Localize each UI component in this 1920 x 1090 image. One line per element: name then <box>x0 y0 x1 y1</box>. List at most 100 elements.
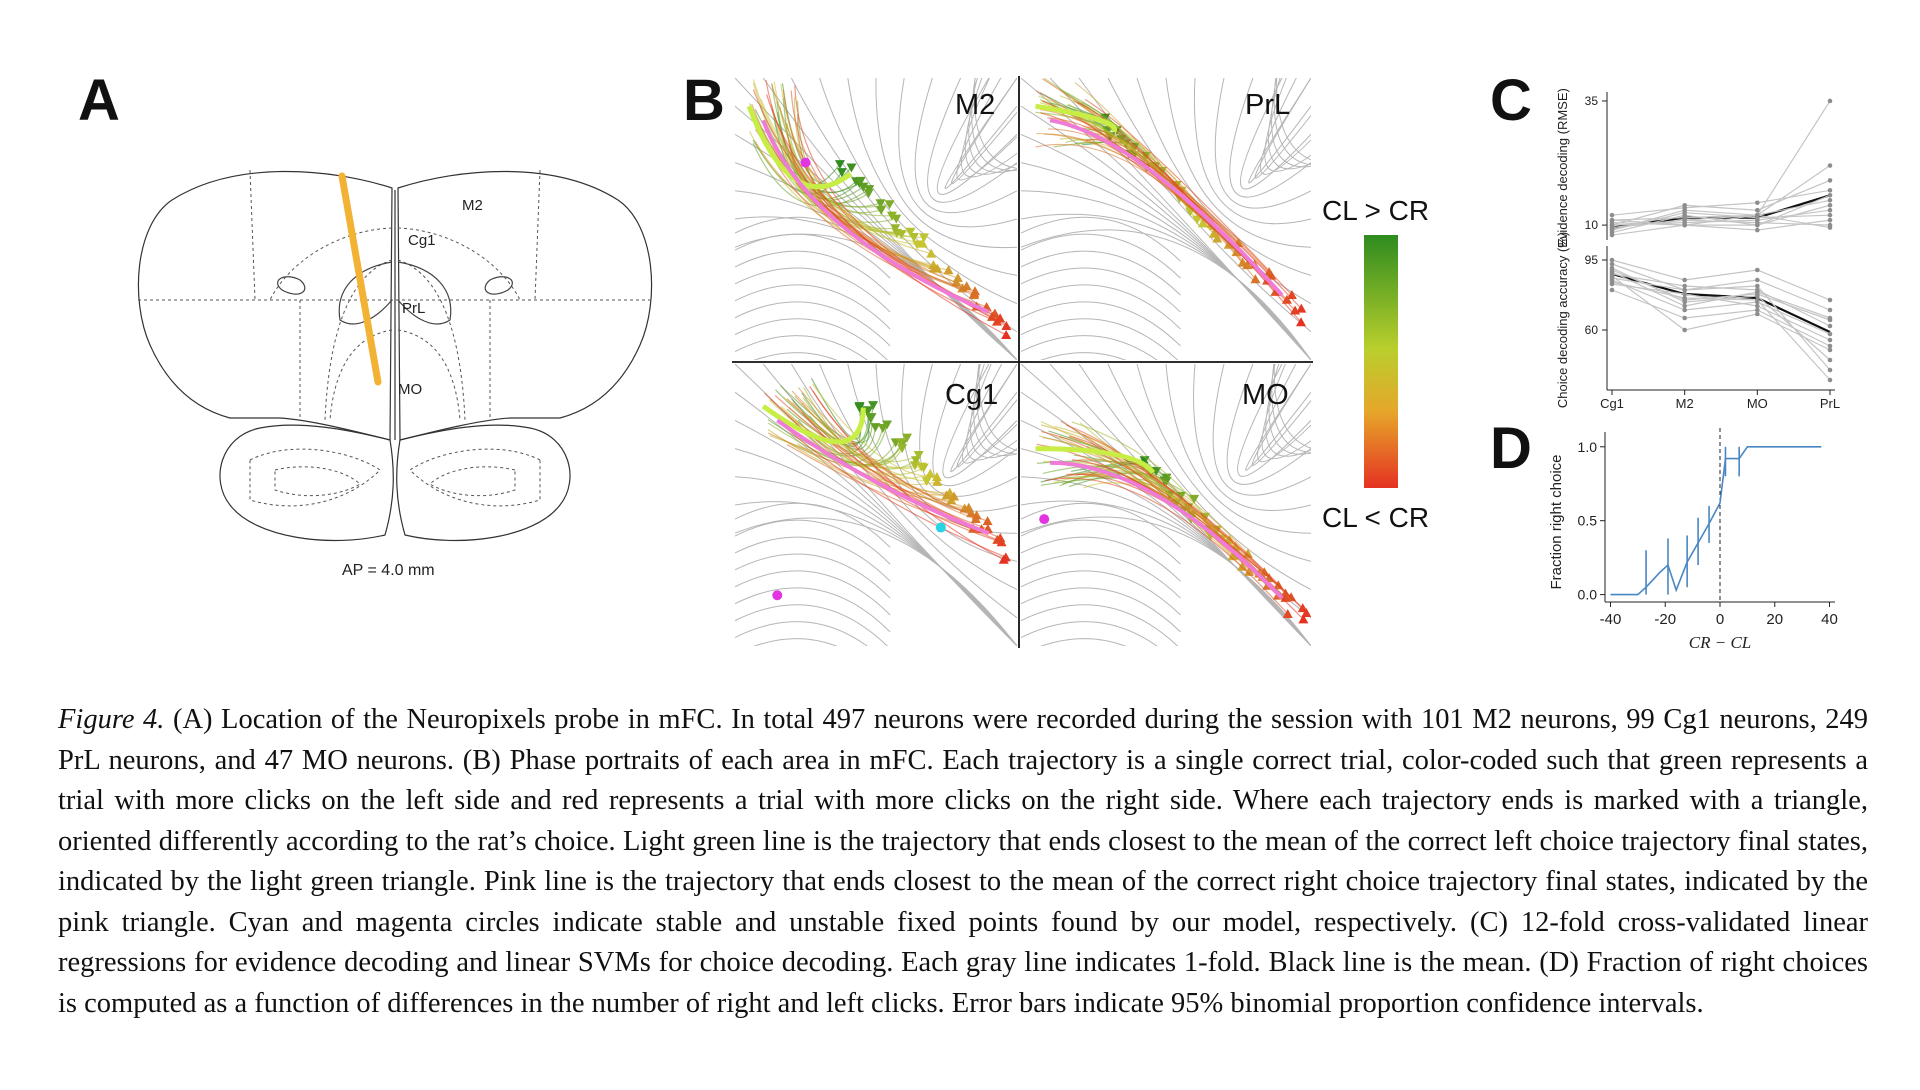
panel-d-x-tick-label: -40 <box>1600 611 1622 628</box>
choice-fold-point <box>1682 327 1687 333</box>
choice-fold-point <box>1609 287 1615 293</box>
trajectory-end-triangle <box>1242 260 1253 270</box>
choice-fold-point <box>1827 337 1833 343</box>
evidence-fold-point <box>1827 225 1833 230</box>
flow-line <box>936 78 1017 195</box>
evidence-fold-line <box>1611 100 1831 231</box>
trajectory-end-triangle <box>1301 608 1311 618</box>
flow-line <box>966 364 1017 461</box>
choice-fold-point <box>1827 377 1833 383</box>
caption-text: (A) Location of the Neuropixels probe in… <box>58 704 1869 1019</box>
flow-line <box>1226 364 1311 485</box>
choice-fold-point <box>1609 269 1615 275</box>
trial-trajectory <box>769 398 965 510</box>
evidence-fold-point <box>1827 193 1833 198</box>
evidence-fold-line <box>1611 212 1831 231</box>
panel-d-psychometric: 0.0 0.5 1.0 -40 -20 0 20 40 Fraction right choic… <box>1548 428 1838 652</box>
flow-line <box>956 364 1017 468</box>
panel-d-y-label: Fraction right choice <box>1548 454 1565 589</box>
evidence-fold-line <box>1611 219 1831 236</box>
evidence-y-label: Evidence decoding (RMSE) <box>1555 88 1570 248</box>
flow-line <box>1021 301 1181 347</box>
right-hemisphere-outline <box>397 170 653 441</box>
choice-fold-point <box>1827 343 1833 349</box>
brain-atlas-drawing <box>137 169 653 542</box>
trajectory-end-triangle <box>1282 609 1293 619</box>
phase-portrait-m2 <box>735 78 1017 360</box>
trajectory-end-triangle <box>1281 294 1292 304</box>
evidence-fold-point <box>1755 212 1760 218</box>
flow-line <box>735 391 1017 646</box>
evidence-fold-line <box>1611 189 1831 216</box>
flow-line <box>1021 391 1311 646</box>
evidence-fold-point <box>1827 178 1833 183</box>
trial-trajectory <box>797 387 969 509</box>
trajectory-end-triangle <box>982 516 993 526</box>
flow-line <box>735 570 891 616</box>
trial-trajectory <box>809 386 1005 561</box>
left-olfactory-outline <box>219 424 394 542</box>
flow-line <box>735 267 891 313</box>
flow-line <box>964 78 1017 175</box>
flow-line <box>735 78 1017 360</box>
flow-line <box>735 604 888 646</box>
flow-line <box>735 250 891 296</box>
flow-line <box>1237 364 1311 477</box>
flow-line <box>1273 78 1311 166</box>
panel-d-y-tick-label: 1.0 <box>1578 439 1598 455</box>
unstable-fixed-point <box>800 157 811 168</box>
flow-line <box>735 190 1017 360</box>
choice-fold-point <box>1827 323 1833 329</box>
mean-right-trajectory <box>761 119 990 314</box>
flow-line <box>1264 78 1311 172</box>
choice-fold-point <box>1609 279 1615 285</box>
flow-line <box>951 78 1017 185</box>
flow-line <box>1276 78 1311 160</box>
choice-fold-point <box>1755 267 1760 273</box>
panel-d-x-tick-label: -20 <box>1654 611 1676 628</box>
flow-line <box>1248 78 1311 184</box>
flow-line <box>753 638 838 646</box>
choice-fold-point <box>1755 289 1760 295</box>
flow-line <box>927 78 1017 203</box>
choice-y-label: Choice decoding accuracy (%) <box>1555 232 1570 408</box>
trial-trajectory <box>1075 472 1270 579</box>
mean-right-trajectory <box>776 418 990 536</box>
flow-line <box>875 78 1017 249</box>
flow-line <box>1021 519 1181 565</box>
flow-line <box>735 318 888 360</box>
region-label-cg1: Cg1 <box>408 232 436 249</box>
trajectory-end-triangle <box>855 176 866 186</box>
flow-line <box>735 517 1017 646</box>
trajectory-end-triangle <box>926 248 937 258</box>
flow-line <box>1021 335 1158 360</box>
subpanel-title-m2: M2 <box>955 89 995 121</box>
panel-c-x-tick-label: MO <box>1747 396 1768 411</box>
choice-fold-point <box>1755 297 1760 303</box>
flow-line <box>976 364 1017 455</box>
evidence-fold-point <box>1755 200 1760 206</box>
flow-line <box>1021 553 1181 599</box>
flow-line <box>762 78 1017 360</box>
trajectory-end-triangle <box>1298 614 1309 624</box>
unstable-fixed-point <box>772 590 783 601</box>
flow-line <box>1021 604 1179 646</box>
evidence-fold-point <box>1755 207 1760 213</box>
trajectory-end-triangle <box>1296 317 1307 327</box>
choice-fold-point <box>1827 357 1833 363</box>
trajectory-end-triangle <box>1197 218 1208 228</box>
trajectory-end-triangle <box>895 438 906 448</box>
trial-trajectory <box>1048 461 1218 530</box>
evidence-fold-point <box>1827 212 1833 218</box>
trial-trajectory <box>1059 436 1182 497</box>
flow-line <box>1040 638 1127 646</box>
flow-line <box>1165 78 1311 248</box>
trial-trajectory <box>782 89 975 295</box>
trajectory-end-triangle <box>901 433 912 443</box>
trajectory-end-triangle <box>913 450 924 460</box>
trajectory-end-triangle <box>884 200 895 210</box>
flow-line <box>735 656 890 690</box>
trial-trajectory <box>754 141 959 279</box>
evidence-fold-point <box>1682 205 1687 211</box>
flow-line <box>956 78 1017 181</box>
